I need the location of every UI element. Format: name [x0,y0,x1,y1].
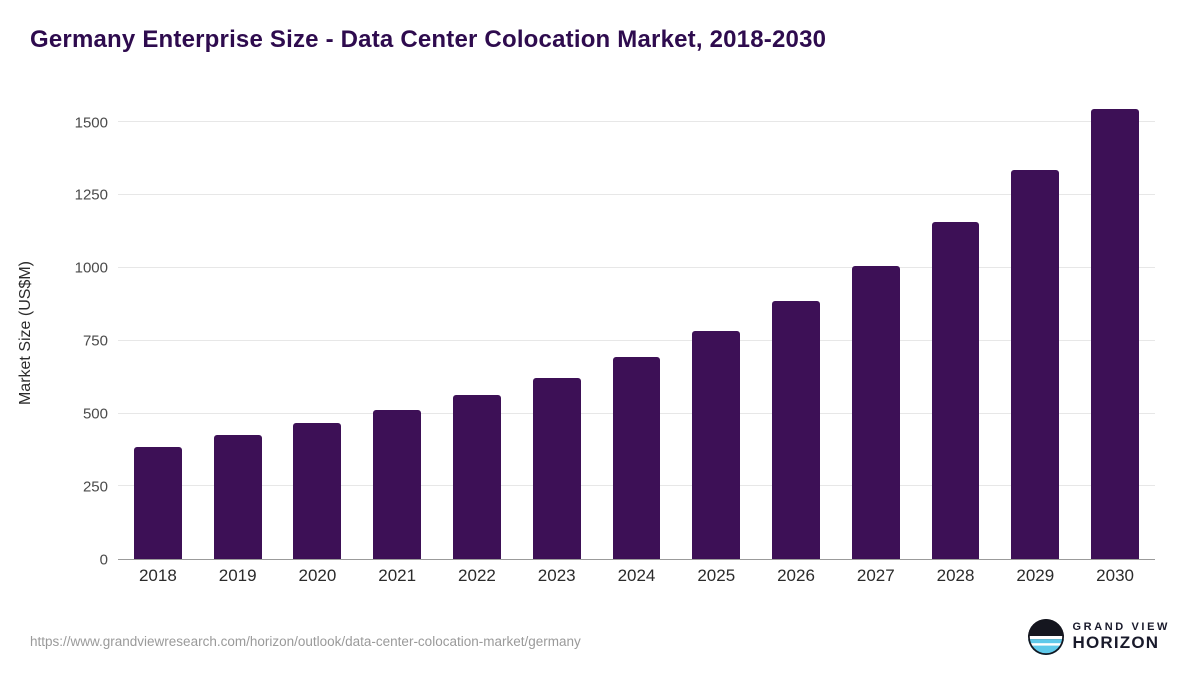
bar-2021 [373,410,422,559]
bar-2026 [772,300,820,559]
x-tick-label: 2018 [138,566,177,585]
bar-2020 [293,422,342,559]
y-tick-label: 250 [82,478,108,496]
bar-slot [118,105,198,559]
plot-region [118,105,1155,560]
bar-slot [357,105,437,559]
x-tick-label: 2029 [1016,566,1055,585]
bar-2019 [213,435,262,559]
gridline [118,121,1155,123]
x-axis-labels: 2018 2019 2020 2021 2022 2023 2024 2025 2026 2027… [118,566,1155,586]
chart-title: Germany Enterprise Size - Data Center Co… [30,26,827,53]
gridline [118,339,1155,341]
x-tick-label: 2026 [777,566,815,585]
bar-slot [836,105,916,559]
bar-2025 [692,331,741,559]
brand-line2: HORIZON [1072,632,1160,652]
bar-2023 [532,377,581,559]
y-tick-label: 500 [82,405,108,423]
y-axis-title: Market Size (US$M) [14,105,38,560]
brand-line1: GRAND VIEW [1072,621,1170,634]
y-tick-label: 750 [82,332,108,350]
x-tick-label: 2024 [617,566,656,585]
bar-slot [676,105,756,559]
bar-slot [198,105,278,559]
bar-2029 [1011,170,1060,559]
gridline [118,194,1155,196]
y-tick-label: 1250 [74,186,108,204]
x-tick-label: 2022 [458,566,496,585]
bar-2030 [1091,109,1139,559]
bar-slot [437,105,517,559]
x-tick-label: 2019 [218,566,257,585]
bar-slot [756,105,836,559]
bar-slot [278,105,358,559]
y-tick-label: 1500 [74,114,108,131]
y-tick-label: 1000 [74,259,108,277]
bar-2028 [931,222,980,559]
bar-2022 [453,394,501,559]
x-tick-label: 2023 [537,566,576,585]
brand-logo: GRAND VIEW HORIZON [1027,619,1171,655]
gridline [118,266,1155,268]
x-tick-label: 2030 [1096,566,1134,585]
x-tick-label: 2028 [936,566,975,585]
bar-slot [597,105,677,559]
y-axis-ticks: 0 250 500 750 1000 1250 1500 [58,105,108,568]
bar-slot [995,105,1075,559]
bar-slot [517,105,597,559]
bar-slot [916,105,996,559]
brand-text: GRAND VIEW HORIZON [1073,622,1171,651]
x-tick-label: 2021 [378,566,417,585]
bar-2024 [612,356,661,559]
bar-slot [1075,105,1155,559]
y-tick-label: 0 [99,551,108,569]
bar-2018 [133,446,182,559]
source-url: https://www.grandviewresearch.com/horizo… [30,634,581,649]
horizon-logo-icon [1027,619,1064,655]
x-tick-label: 2027 [856,566,895,585]
x-tick-label: 2020 [298,566,337,585]
y-axis-title-text: Market Size (US$M) [17,260,34,405]
bar-2027 [851,265,900,559]
bars [118,105,1155,559]
x-tick-label: 2025 [697,566,736,585]
